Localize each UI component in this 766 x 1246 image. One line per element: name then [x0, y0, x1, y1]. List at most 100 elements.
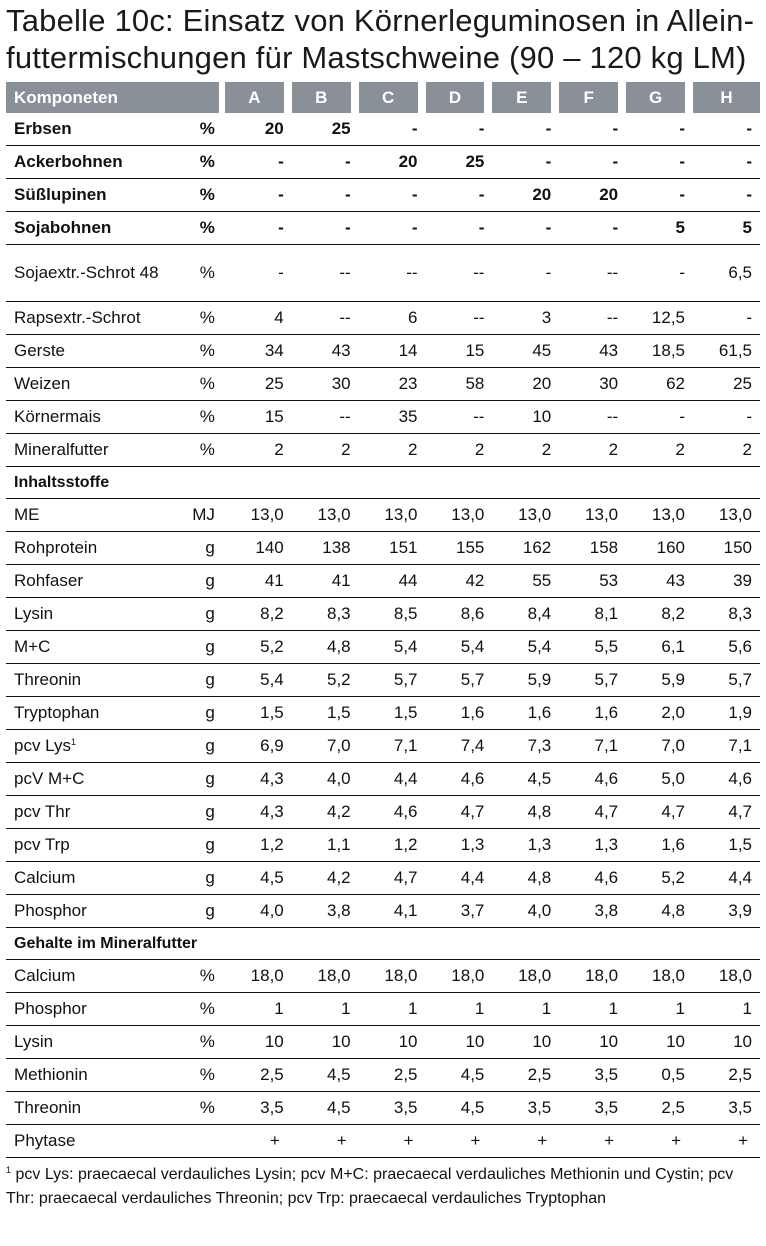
cell-c: 14 — [358, 335, 426, 368]
row-label: Phosphor — [6, 895, 169, 928]
cell-c: 1,5 — [358, 697, 426, 730]
cell-f: 8,1 — [559, 598, 627, 631]
row-label-text: pcV M+C — [14, 769, 85, 788]
cell-b: + — [291, 1125, 359, 1158]
table-row: Phosphor% 1 1 1 1 1 1 1 1 — [6, 993, 760, 1026]
cell-e: 13,0 — [492, 499, 560, 532]
cell-b: - — [291, 179, 359, 212]
cell-c: 2,5 — [358, 1059, 426, 1092]
cell-d: 58 — [425, 368, 493, 401]
row-label: Methionin — [6, 1059, 169, 1092]
cell-c: 5,4 — [358, 631, 426, 664]
cell-c: 6 — [358, 302, 426, 335]
row-label-text: Threonin — [14, 670, 82, 689]
cell-b: 8,3 — [291, 598, 359, 631]
cell-g: 2,5 — [626, 1092, 694, 1125]
cell-h: - — [693, 146, 760, 179]
cell-c: -- — [358, 245, 426, 302]
cell-b: 41 — [291, 565, 359, 598]
cell-h: 2,5 — [693, 1059, 760, 1092]
cell-h: 2 — [693, 434, 760, 467]
row-unit: % — [168, 960, 225, 993]
cell-e: 7,3 — [492, 730, 560, 763]
cell-b: 25 — [291, 113, 359, 146]
cell-d: 1,3 — [425, 829, 493, 862]
footnote-reference: 1 — [71, 737, 77, 747]
cell-c: 8,5 — [358, 598, 426, 631]
table-row: Ackerbohnen% - -20 25- - - - — [6, 146, 760, 179]
cell-d: 2 — [425, 434, 493, 467]
cell-f: 20 — [559, 179, 627, 212]
row-label: Mineralfutter — [6, 434, 169, 467]
cell-e: - — [492, 146, 560, 179]
cell-c: 20 — [358, 146, 426, 179]
cell-a: 10 — [224, 1026, 292, 1059]
table-row: Phytase + + + + + + + + — [6, 1125, 760, 1158]
row-label: Körnermais — [6, 401, 169, 434]
row-label: Tryptophan — [6, 697, 169, 730]
cell-f: 10 — [559, 1026, 627, 1059]
cell-e: 4,5 — [492, 763, 560, 796]
header-column-e: E — [492, 82, 560, 113]
row-unit: g — [168, 829, 225, 862]
row-label: Sojaextr.-Schrot 48 — [6, 245, 169, 302]
cell-g: 7,0 — [626, 730, 694, 763]
row-label-text: Phosphor — [14, 999, 87, 1018]
row-unit: g — [168, 631, 225, 664]
row-label: Lysin — [6, 598, 169, 631]
cell-g: 43 — [626, 565, 694, 598]
cell-g: 4,8 — [626, 895, 694, 928]
cell-f: 4,6 — [559, 862, 627, 895]
footnote-marker: 1 — [6, 1165, 12, 1175]
row-label-text: pcv Thr — [14, 802, 71, 821]
row-label-text: Mineralfutter — [14, 440, 109, 459]
header-column-b: B — [291, 82, 359, 113]
cell-d: 42 — [425, 565, 493, 598]
cell-a: - — [224, 212, 292, 245]
cell-c: 13,0 — [358, 499, 426, 532]
cell-b: 5,2 — [291, 664, 359, 697]
row-label-text: Sojabohnen — [14, 218, 112, 237]
cell-f: 1,3 — [559, 829, 627, 862]
table-row: M+C g 5,2 4,8 5,4 5,4 5,4 5,5 6,1 5,6 — [6, 631, 760, 664]
cell-a: 2 — [224, 434, 292, 467]
row-unit: g — [168, 730, 225, 763]
cell-b: 18,0 — [291, 960, 359, 993]
cell-f: 1,6 — [559, 697, 627, 730]
cell-f: -- — [559, 401, 627, 434]
cell-g: 2,0 — [626, 697, 694, 730]
table-row: Calcium% 18,0 18,0 18,0 18,0 18,0 18,0 18,0 18,0 — [6, 960, 760, 993]
cell-b: 4,5 — [291, 1059, 359, 1092]
row-unit: % — [168, 212, 225, 245]
cell-f: - — [559, 212, 627, 245]
row-label: Rohprotein — [6, 532, 169, 565]
table-row: Lysin% 10 10 10 10 10 10 10 10 — [6, 1026, 760, 1059]
cell-a: 18,0 — [224, 960, 292, 993]
cell-g: 1,6 — [626, 829, 694, 862]
cell-a: 1 — [224, 993, 292, 1026]
cell-a: 4 — [224, 302, 292, 335]
footnote: 1 pcv Lys: praecaecal verdauliches Lysin… — [6, 1158, 746, 1211]
row-unit: % — [168, 245, 225, 302]
cell-g: 18,5 — [626, 335, 694, 368]
cell-h: - — [693, 113, 760, 146]
cell-a: 1,2 — [224, 829, 292, 862]
cell-a: - — [224, 146, 292, 179]
row-unit: % — [168, 146, 225, 179]
cell-e: 20 — [492, 368, 560, 401]
cell-h: 18,0 — [693, 960, 760, 993]
cell-h: 1,5 — [693, 829, 760, 862]
cell-e: 10 — [492, 1026, 560, 1059]
header-column-a: A — [224, 82, 292, 113]
cell-b: - — [291, 146, 359, 179]
cell-h: 61,5 — [693, 335, 760, 368]
table-row: Calcium g 4,5 4,2 4,7 4,4 4,8 4,6 5,2 4,4 — [6, 862, 760, 895]
cell-a: 25 — [224, 368, 292, 401]
row-label-text: pcv Lys — [14, 736, 72, 755]
cell-e: 18,0 — [492, 960, 560, 993]
row-label-text: Tryptophan — [14, 703, 100, 722]
header-column-d: D — [425, 82, 493, 113]
table-row: Threonin g 5,4 5,2 5,7 5,7 5,9 5,7 5,9 5,7 — [6, 664, 760, 697]
cell-b: 3,8 — [291, 895, 359, 928]
cell-a: 4,3 — [224, 796, 292, 829]
